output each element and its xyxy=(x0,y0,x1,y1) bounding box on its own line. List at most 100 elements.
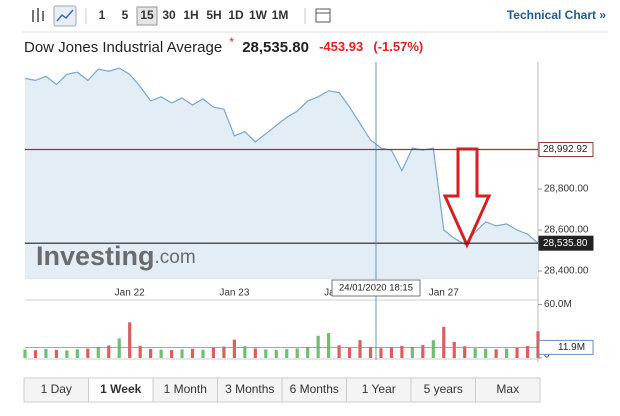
watermark: Investing.com xyxy=(36,241,196,271)
volume-bar xyxy=(243,346,247,358)
volume-bar xyxy=(159,349,163,358)
volume-bar xyxy=(400,345,404,358)
candle-icon[interactable] xyxy=(32,8,44,22)
last-price: 28,535.80 xyxy=(242,39,309,56)
volume-bar xyxy=(33,350,38,358)
range-button[interactable]: 5 years xyxy=(424,382,463,396)
x-tick-label: Jan 22 xyxy=(115,288,145,299)
line-icon[interactable] xyxy=(53,5,77,27)
volume-bar xyxy=(75,349,79,358)
x-tick-label: Jan 23 xyxy=(219,288,249,299)
interval-button[interactable]: 1W xyxy=(249,8,268,22)
line-icon-glyph xyxy=(56,9,74,22)
crosshair-label-box xyxy=(331,279,421,297)
volume-bar xyxy=(536,331,540,358)
volume-bar xyxy=(253,348,257,358)
volume-bar xyxy=(337,345,341,358)
volume-bar xyxy=(431,340,435,358)
volume-bar xyxy=(494,349,498,358)
volume-bar xyxy=(264,349,268,358)
volume-bar xyxy=(117,338,121,358)
interval-button[interactable]: 1D xyxy=(228,8,244,22)
volume-bar xyxy=(421,345,425,358)
volume-bar xyxy=(201,349,205,358)
overlay-layer: 28,992.92 28,535.80 11.9M 24/01/2020 18:15 xyxy=(25,62,594,360)
reference-label: 28,535.80 xyxy=(543,238,588,249)
reference-label-box xyxy=(538,235,594,251)
volume-bar xyxy=(138,345,142,358)
volume-bar xyxy=(149,348,153,358)
volume-bar xyxy=(410,347,414,358)
interval-button[interactable]: 5H xyxy=(206,8,221,22)
volume-bar xyxy=(368,346,373,358)
volume-tick-label: 60.0M xyxy=(544,299,572,310)
volume-bar xyxy=(180,349,184,358)
interval-button[interactable]: 30 xyxy=(162,8,176,22)
interval-active xyxy=(136,6,158,26)
watermark-brand: Investing xyxy=(36,241,155,271)
volume-bar xyxy=(285,349,289,358)
volume-bar xyxy=(23,349,27,358)
volume-bar xyxy=(54,349,59,358)
instrument-name: Dow Jones Industrial Average xyxy=(24,39,222,56)
volume-bar xyxy=(379,348,383,358)
price-change: -453.93 xyxy=(319,39,363,54)
volume-bar xyxy=(190,348,195,358)
reference-label: 28,992.92 xyxy=(543,144,588,155)
volume-bar xyxy=(515,348,519,358)
volume-bar xyxy=(306,346,310,358)
interval-button[interactable]: 1H xyxy=(183,8,198,22)
volume-bar xyxy=(107,345,111,358)
volume-bar xyxy=(65,350,69,358)
volume-bar xyxy=(232,339,236,358)
instrument-title: Dow Jones Industrial Average * 28,535.80… xyxy=(24,34,423,56)
price-line xyxy=(24,67,539,246)
watermark-suffix: .com xyxy=(155,247,196,268)
table-icon[interactable] xyxy=(315,8,331,23)
interval-button[interactable]: 1M xyxy=(272,8,289,22)
interval-button[interactable]: 1 xyxy=(99,8,106,22)
volume-current-box xyxy=(538,339,594,355)
volume-bar xyxy=(96,347,100,358)
instrument-marker: * xyxy=(229,35,234,49)
y-tick-label: 28,800.00 xyxy=(544,184,589,195)
volume-bar xyxy=(525,345,530,358)
volume-bar xyxy=(463,346,467,358)
area-fill xyxy=(25,68,538,278)
volume-bar xyxy=(442,326,446,358)
range-button[interactable]: 3 Months xyxy=(225,382,274,396)
volume-bar xyxy=(452,341,456,358)
y-tick-label: 28,600.00 xyxy=(544,225,589,236)
volume-tick-label: 0 xyxy=(544,350,550,361)
volume-bar xyxy=(222,346,226,358)
volume-bar xyxy=(327,333,331,358)
volume-bar xyxy=(86,348,90,358)
volume-current-label: 11.9M xyxy=(558,342,585,353)
range-button[interactable]: 1 Year xyxy=(362,382,396,396)
volume-bar xyxy=(358,340,362,358)
volume-bar xyxy=(169,350,174,358)
range-button[interactable]: 1 Day xyxy=(41,382,72,396)
volume-bar xyxy=(295,348,299,358)
volume-bar xyxy=(473,348,477,358)
x-tick-label: Jan 27 xyxy=(429,288,459,299)
volume-bar xyxy=(211,347,216,358)
volume-bar xyxy=(44,348,48,358)
volume-bar xyxy=(484,348,488,358)
range-button[interactable]: 1 Month xyxy=(164,382,207,396)
interval-button[interactable]: 5 xyxy=(122,8,129,22)
volume-bar xyxy=(128,322,132,358)
technical-chart-link[interactable]: Technical Chart » xyxy=(507,8,606,22)
price-change-percent: (-1.57%) xyxy=(373,39,423,54)
range-button[interactable]: 6 Months xyxy=(290,382,339,396)
interval-button[interactable]: 15 xyxy=(140,8,154,22)
arrow-annotation xyxy=(442,147,492,249)
volume-bar xyxy=(347,347,352,358)
range-button[interactable]: Max xyxy=(496,382,519,396)
range-button[interactable]: 1 Week xyxy=(100,382,141,396)
volume-bar xyxy=(504,348,509,358)
volume-bar xyxy=(316,335,320,358)
volume-bar xyxy=(274,349,278,358)
volume-bar xyxy=(389,347,394,358)
